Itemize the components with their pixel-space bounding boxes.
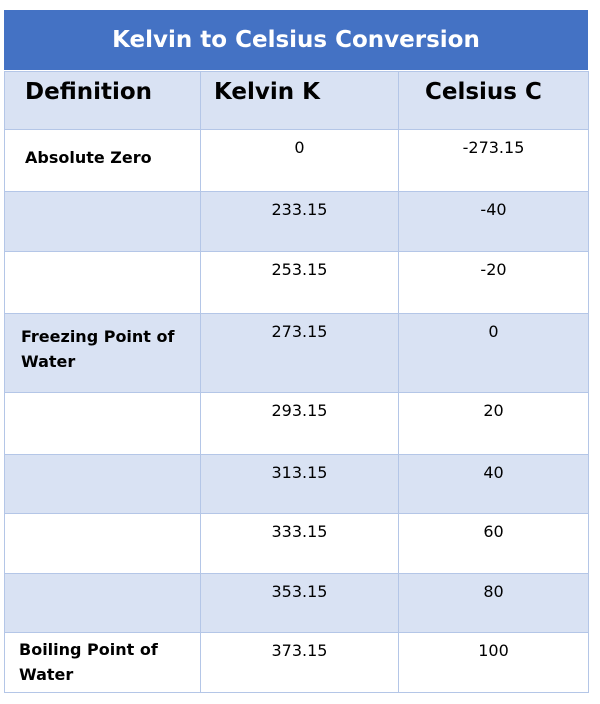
celsius-value: 60 <box>483 522 504 541</box>
cell-definition <box>4 513 201 574</box>
kelvin-value: 233.15 <box>271 200 328 219</box>
cell-celsius: 0 <box>398 313 589 393</box>
cell-celsius: 20 <box>398 392 589 455</box>
definition-text <box>5 192 200 207</box>
table-row: 293.15 20 <box>4 392 589 455</box>
definition-text: Absolute Zero <box>25 148 152 167</box>
cell-celsius: 60 <box>398 513 589 574</box>
kelvin-value: 333.15 <box>271 522 328 541</box>
cell-celsius: -40 <box>398 191 589 252</box>
header-row: Definition Kelvin K Celsius C <box>4 71 589 130</box>
table-grid: Definition Kelvin K Celsius C Absolute Z… <box>4 71 589 693</box>
table-row: 233.15 -40 <box>4 191 589 252</box>
definition-text <box>5 514 200 529</box>
kelvin-value: 313.15 <box>271 463 328 482</box>
header-definition: Definition <box>4 71 201 130</box>
kelvin-value: 373.15 <box>271 641 328 660</box>
kelvin-value: 273.15 <box>271 322 328 341</box>
definition-text <box>5 393 200 408</box>
header-definition-label: Definition <box>25 79 153 105</box>
cell-definition <box>4 454 201 514</box>
header-celsius: Celsius C <box>398 71 589 130</box>
cell-definition: Freezing Point of Water <box>4 313 201 393</box>
cell-definition <box>4 573 201 633</box>
table-row: 333.15 60 <box>4 513 589 574</box>
definition-text <box>5 455 200 470</box>
table-row: 253.15 -20 <box>4 251 589 314</box>
cell-celsius: 100 <box>398 632 589 693</box>
cell-kelvin: 253.15 <box>200 251 399 314</box>
celsius-value: 100 <box>478 641 509 660</box>
header-kelvin: Kelvin K <box>200 71 399 130</box>
header-celsius-label: Celsius C <box>425 79 542 105</box>
cell-kelvin: 353.15 <box>200 573 399 633</box>
definition-text <box>5 252 200 267</box>
definition-text <box>5 574 200 589</box>
kelvin-value: 253.15 <box>271 260 328 279</box>
conversion-table: Kelvin to Celsius Conversion Definition … <box>4 10 589 693</box>
definition-text: Boiling Point of Water <box>19 640 158 684</box>
celsius-value: -20 <box>480 260 507 279</box>
table-title: Kelvin to Celsius Conversion <box>4 10 588 71</box>
cell-kelvin: 313.15 <box>200 454 399 514</box>
cell-kelvin: 233.15 <box>200 191 399 252</box>
cell-celsius: -20 <box>398 251 589 314</box>
cell-kelvin: 273.15 <box>200 313 399 393</box>
cell-kelvin: 293.15 <box>200 392 399 455</box>
celsius-value: 40 <box>483 463 504 482</box>
celsius-value: -40 <box>480 200 507 219</box>
header-kelvin-label: Kelvin K <box>214 79 320 105</box>
cell-kelvin: 373.15 <box>200 632 399 693</box>
cell-definition: Boiling Point of Water <box>4 632 201 693</box>
celsius-value: 20 <box>483 401 504 420</box>
table-row: 353.15 80 <box>4 573 589 633</box>
table-row: Absolute Zero 0 -273.15 <box>4 129 589 192</box>
cell-celsius: 80 <box>398 573 589 633</box>
cell-definition: Absolute Zero <box>4 129 201 192</box>
cell-definition <box>4 392 201 455</box>
cell-definition <box>4 191 201 252</box>
celsius-value: -273.15 <box>462 138 525 157</box>
table-row: Boiling Point of Water 373.15 100 <box>4 632 589 693</box>
celsius-value: 80 <box>483 582 504 601</box>
kelvin-value: 353.15 <box>271 582 328 601</box>
celsius-value: 0 <box>488 322 499 341</box>
kelvin-value: 293.15 <box>271 401 328 420</box>
cell-kelvin: 0 <box>200 129 399 192</box>
table-row: Freezing Point of Water 273.15 0 <box>4 313 589 393</box>
definition-text: Freezing Point of Water <box>21 327 175 371</box>
cell-celsius: -273.15 <box>398 129 589 192</box>
cell-kelvin: 333.15 <box>200 513 399 574</box>
cell-definition <box>4 251 201 314</box>
table-row: 313.15 40 <box>4 454 589 514</box>
kelvin-value: 0 <box>294 138 305 157</box>
cell-celsius: 40 <box>398 454 589 514</box>
